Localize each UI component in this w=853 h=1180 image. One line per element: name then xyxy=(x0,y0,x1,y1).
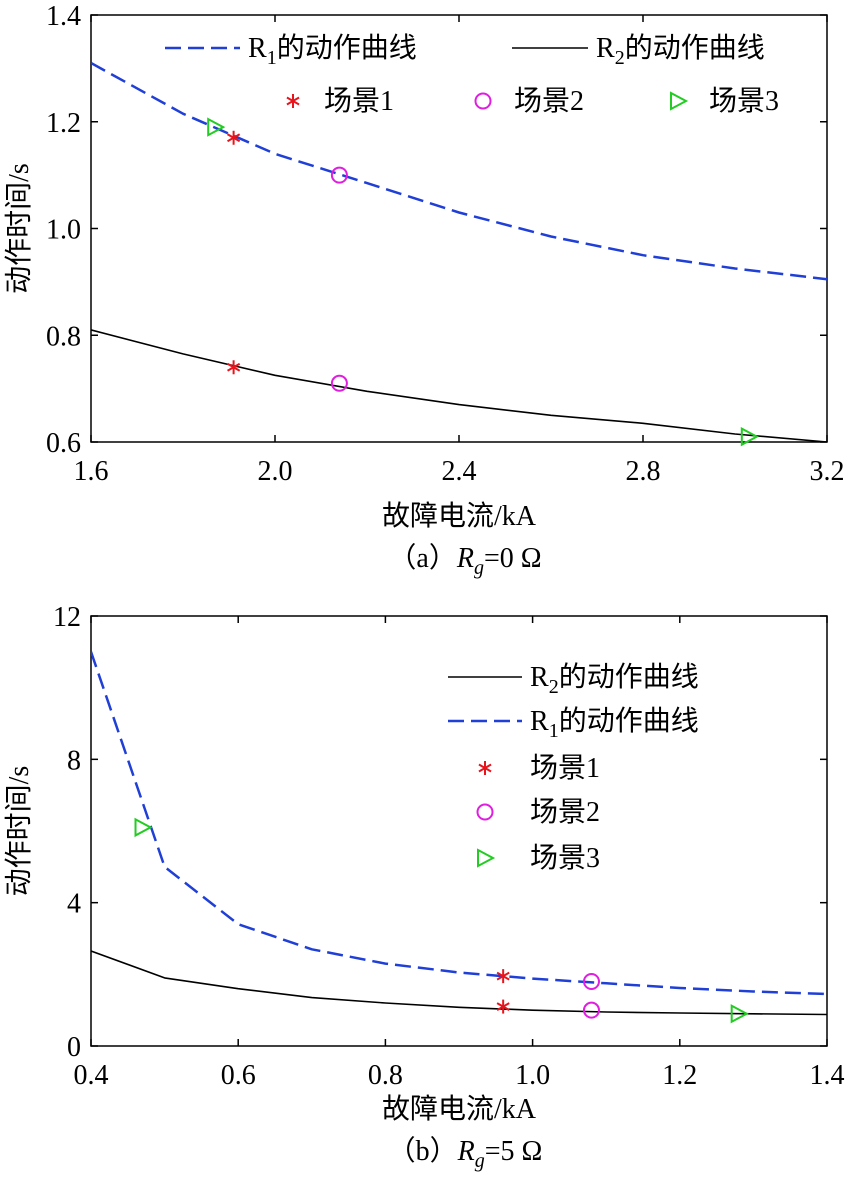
scenario-marker-2 xyxy=(330,374,348,392)
x-axis-label: 故障电流/kA xyxy=(382,1093,537,1125)
legend-label-scenario-1: 场景1 xyxy=(324,86,394,117)
x-tick-label: 0.4 xyxy=(74,1060,109,1091)
scenario-marker-1-stroke xyxy=(227,133,241,143)
y-tick-label: 12 xyxy=(53,602,81,633)
x-tick-label: 0.6 xyxy=(221,1060,256,1091)
y-tick-label: 0.8 xyxy=(46,321,81,352)
x-tick-label: 1.6 xyxy=(74,456,109,487)
legend-label-scenario-1: 场景1 xyxy=(530,753,600,784)
scenario-marker-2 xyxy=(330,166,348,184)
x-tick-label: 3.2 xyxy=(810,456,845,487)
y-axis-label: 动作时间/s xyxy=(3,766,35,897)
legend-label-scenario-2: 场景2 xyxy=(530,797,600,828)
scenario-marker-3 xyxy=(134,817,153,838)
scenario-marker-1 xyxy=(496,999,510,1014)
figure-caption: （a）Rg=0 Ω xyxy=(388,542,541,579)
legend-marker-3 xyxy=(477,848,496,868)
legend-label-R2: R2的动作曲线 xyxy=(596,32,765,69)
scenario-marker-2 xyxy=(582,973,600,990)
legend-marker-3 xyxy=(670,91,689,111)
plot-frame xyxy=(90,615,828,1047)
legend-label-R1: R1的动作曲线 xyxy=(530,705,699,742)
series-line-R1 xyxy=(91,61,827,281)
legend-marker-1-stroke xyxy=(478,763,492,773)
legend-marker-2 xyxy=(476,803,494,821)
x-tick-label: 1.0 xyxy=(515,1060,550,1091)
scenario-marker-2 xyxy=(582,1001,600,1019)
scenario-marker-1-stroke xyxy=(496,971,510,981)
legend-marker-1 xyxy=(478,761,492,775)
y-tick-label: 0 xyxy=(67,1032,81,1063)
panel-a: 1.6 2.0 2.4 2.8 3.2 0.6 0.8 1.0 1.2 1.4 故障电流/kA 动作时… xyxy=(3,1,845,579)
series-line-R1 xyxy=(91,651,827,996)
y-tick-label: 1.2 xyxy=(46,108,81,139)
legend-marker-1 xyxy=(286,94,300,108)
y-tick-label: 0.6 xyxy=(46,428,81,459)
y-axis-label: 动作时间/s xyxy=(3,163,35,294)
scenario-marker-1 xyxy=(227,130,241,145)
y-tick-label: 4 xyxy=(67,889,81,920)
x-axis-label: 故障电流/kA xyxy=(382,500,537,532)
series-line-R2 xyxy=(91,329,827,442)
scenario-marker-3 xyxy=(207,117,226,137)
x-tick-label: 2.8 xyxy=(626,456,661,487)
series-line-R2 xyxy=(91,950,827,1016)
legend-label-R2: R2的动作曲线 xyxy=(530,661,699,698)
y-tick-label: 8 xyxy=(67,745,81,776)
x-tick-label: 0.8 xyxy=(368,1060,403,1091)
x-tick-label: 1.4 xyxy=(810,1060,845,1091)
plot-frame xyxy=(90,14,828,443)
scenario-marker-1 xyxy=(496,969,510,984)
scenario-marker-3 xyxy=(730,1004,749,1024)
legend-label-scenario-3: 场景3 xyxy=(530,843,600,874)
legend-label-scenario-3: 场景3 xyxy=(709,86,779,117)
y-tick-label: 1.0 xyxy=(46,215,81,246)
scenario-marker-3 xyxy=(740,426,759,447)
x-tick-label: 1.2 xyxy=(662,1060,697,1091)
x-tick-label: 2.0 xyxy=(258,456,293,487)
legend-marker-1-stroke xyxy=(286,96,300,106)
legend-label-R1: R1的动作曲线 xyxy=(248,32,417,69)
y-tick-label: 1.4 xyxy=(46,1,81,32)
scenario-marker-1-stroke xyxy=(227,362,241,372)
legend-marker-2 xyxy=(474,92,492,110)
scenario-marker-1-stroke xyxy=(496,1002,510,1011)
x-tick-label: 2.4 xyxy=(442,456,477,487)
panel-b: 0.4 0.6 0.8 1.0 1.2 1.4 0 4 8 12 故障电流/kA 动作时间/s （b）R… xyxy=(3,602,845,1172)
legend-label-scenario-2: 场景2 xyxy=(514,86,584,117)
figure-caption: （b）Rg=5 Ω xyxy=(388,1135,543,1172)
scenario-marker-1 xyxy=(227,360,241,375)
